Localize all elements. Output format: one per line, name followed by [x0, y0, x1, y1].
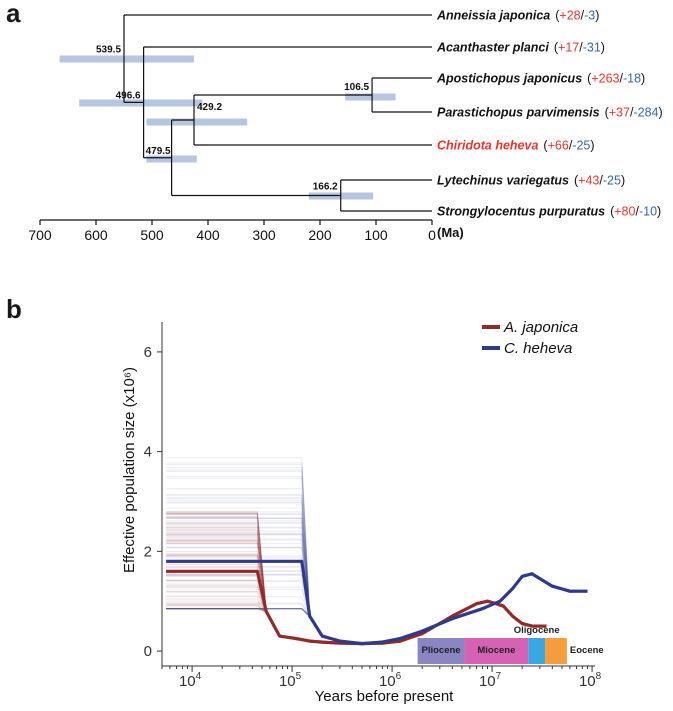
bootstrap-line — [166, 586, 547, 645]
psmc-axes: 0 2 4 6 104 105 106 107 108 — [144, 322, 602, 690]
gene-loss: -25 — [603, 174, 621, 188]
gene-loss: -25 — [572, 139, 590, 153]
node-ci-bars — [59, 55, 396, 200]
taxon-label: Anneissia japonica (+28/-3) — [436, 9, 599, 23]
ci-bar — [146, 118, 248, 126]
y-tick-label: 2 — [144, 543, 152, 560]
gene-gain: +263 — [591, 72, 619, 86]
gene-loss: -18 — [623, 72, 641, 86]
gene-gain: +43 — [578, 174, 599, 188]
x-tick-label: 104 — [179, 671, 202, 690]
gene-loss: -3 — [584, 9, 595, 23]
taxon-label: Acanthaster planci (+17/-31) — [436, 41, 605, 55]
panel-b-letter: b — [6, 294, 22, 324]
x-tick-label: 105 — [279, 671, 302, 690]
x-tick-label: 600 — [84, 227, 108, 243]
epoch-label: Pliocene — [422, 645, 461, 656]
gene-gain: +17 — [558, 41, 579, 55]
series-line — [166, 559, 588, 646]
x-tick-label: 400 — [196, 227, 220, 243]
x-tick-label: 107 — [479, 671, 502, 690]
taxon-labels: Anneissia japonica (+28/-3) Acanthaster pl… — [436, 9, 663, 219]
bootstrap-line — [166, 550, 547, 645]
gene-loss: -10 — [639, 205, 657, 219]
x-tick-label: 108 — [579, 671, 602, 690]
gene-gain: +80 — [614, 205, 635, 219]
x-tick-label: 100 — [364, 227, 388, 243]
bootstrap-line — [166, 591, 547, 645]
taxon-label: Apostichopus japonicus (+263/-18) — [436, 72, 645, 86]
y-tick-label: 6 — [144, 344, 152, 361]
taxon-label: Lytechinus variegatus (+43/-25) — [437, 174, 625, 188]
ci-bar — [59, 55, 194, 63]
node-age-labels: 539.5 496.6 429.2 479.5 106.5 166.2 — [96, 45, 370, 193]
epoch-bar: Pliocene Miocene Oligocene Eocene — [417, 625, 604, 664]
bootstrap-line — [166, 543, 547, 645]
node-age-label: 479.5 — [146, 146, 171, 157]
bootstrap-line — [166, 585, 547, 644]
bootstrap-line — [166, 532, 547, 645]
time-axis: 700 600 500 400 300 200 100 0 — [28, 219, 436, 243]
x-tick-label: 200 — [308, 227, 332, 243]
taxon-name: Parastichopus parvimensis — [437, 106, 600, 120]
series-line — [166, 569, 547, 646]
y-tick-label: 0 — [144, 643, 152, 660]
panel-a-letter: a — [6, 0, 21, 28]
taxon-label: Strongylocentus purpuratus (+80/-10) — [437, 205, 661, 219]
epoch-block — [545, 638, 567, 664]
node-age-label: 166.2 — [313, 182, 338, 193]
node-age-label: 496.6 — [116, 90, 141, 101]
taxon-name: Apostichopus japonicus — [436, 72, 582, 86]
epoch-block — [417, 638, 465, 664]
bootstrap-line — [166, 462, 588, 644]
taxon-name: Lytechinus variegatus — [437, 174, 569, 188]
epoch-label: Eocene — [570, 645, 604, 656]
node-age-label: 539.5 — [96, 45, 121, 56]
gene-loss: -284 — [633, 106, 658, 120]
epoch-label: Miocene — [477, 645, 515, 656]
bootstrap-line — [166, 600, 547, 645]
taxon-label: Chiridota heheva (+66/-25) — [437, 139, 595, 153]
ci-bar — [345, 93, 396, 101]
tree-branches — [123, 14, 432, 212]
gene-gain: +66 — [548, 139, 569, 153]
node-age-label: 429.2 — [197, 102, 222, 113]
bootstrap-line — [166, 600, 547, 645]
y-tick-label: 4 — [144, 444, 152, 461]
bootstrap-line — [166, 475, 588, 643]
taxon-label: Parastichopus parvimensis (+37/-284) — [437, 106, 663, 120]
x-tick-label: 106 — [379, 671, 402, 690]
legend: A. japonica C. heheva — [482, 319, 578, 357]
epoch-block — [464, 638, 529, 664]
time-axis-unit: (Ma) — [437, 225, 464, 240]
x-axis-label: Years before present — [315, 688, 455, 705]
taxon-name: Chiridota heheva — [437, 139, 538, 153]
x-tick-label: 300 — [252, 227, 276, 243]
ci-bar — [79, 99, 203, 107]
x-tick-label: 500 — [140, 227, 164, 243]
taxon-name: Acanthaster planci — [436, 41, 549, 55]
epoch-label: Oligocene — [514, 625, 560, 636]
gene-gain: +37 — [609, 106, 630, 120]
taxon-name: Strongylocentus purpuratus — [437, 205, 605, 219]
psmc-lines — [166, 559, 588, 646]
x-tick-label: 0 — [428, 227, 436, 243]
y-axis-label: Effective population size (x10⁶) — [121, 367, 138, 573]
legend-label: A. japonica — [503, 319, 578, 336]
taxon-name: Anneissia japonica — [436, 9, 550, 23]
node-age-label: 106.5 — [344, 82, 369, 93]
bootstrap-line — [166, 583, 547, 645]
legend-label: C. heheva — [504, 340, 572, 357]
gene-loss: -31 — [583, 41, 601, 55]
x-tick-label: 700 — [28, 227, 52, 243]
epoch-block — [528, 638, 546, 664]
gene-gain: +28 — [559, 9, 580, 23]
